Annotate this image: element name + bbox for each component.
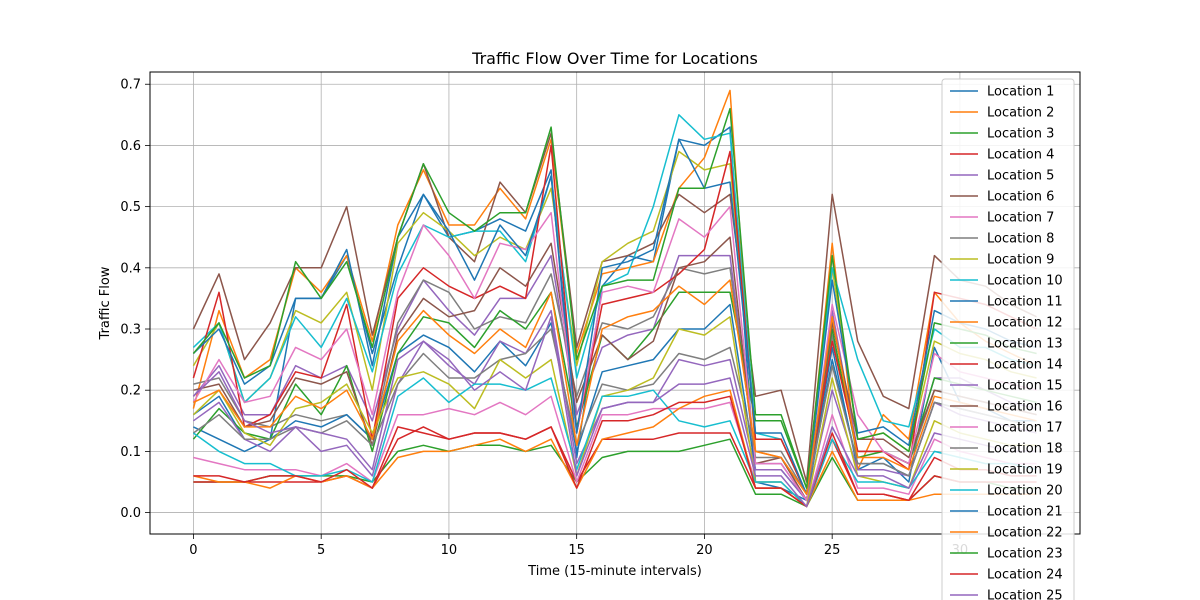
series-line-location-6 — [192, 132, 1037, 483]
legend-entry-label: Location 17 — [987, 421, 1063, 436]
y-axis: 0.0 0.1 0.2 0.3 0.4 0.5 0.6 0.7 — [120, 78, 150, 521]
legend-entry-label: Location 14 — [987, 358, 1063, 373]
series-line-location-12 — [193, 389, 1037, 508]
legend-entry-label: Location 20 — [987, 484, 1063, 499]
series-line-location-23 — [192, 107, 1037, 489]
legend-entry-label: Location 3 — [987, 127, 1054, 142]
grid — [150, 72, 1080, 534]
legend-entry-label: Location 24 — [987, 568, 1063, 583]
y-axis-label: Traffic Flow — [98, 266, 113, 340]
y-tick-label: 0.2 — [120, 384, 141, 399]
series-line-location-18 — [192, 328, 1037, 495]
legend-entry-label: Location 2 — [987, 106, 1054, 121]
series-line-location-25 — [192, 316, 1037, 508]
series-line-location-17 — [192, 205, 1037, 502]
legend-entry-label: Location 22 — [987, 526, 1063, 541]
y-tick-label: 0.5 — [120, 200, 141, 215]
legend-box — [941, 78, 1075, 600]
series-line-location-24 — [193, 395, 1037, 508]
y-tick-label: 0.0 — [120, 506, 141, 521]
plot-frame — [149, 71, 1081, 535]
legend-entry-label: Location 23 — [987, 547, 1063, 562]
legend-entry-label: Location 1 — [987, 85, 1054, 100]
legend-entry-label: Location 16 — [987, 400, 1063, 415]
legend-entry-label: Location 19 — [987, 463, 1063, 478]
series-line-location-14 — [192, 144, 1037, 495]
legend-entry-label: Location 18 — [987, 442, 1063, 457]
series-line-location-7 — [193, 395, 1037, 508]
legend-entry-label: Location 21 — [987, 505, 1063, 520]
legend-entry-label: Location 15 — [987, 379, 1063, 394]
legend-entry-label: Location 5 — [987, 169, 1054, 184]
legend-entry-label: Location 10 — [987, 274, 1063, 289]
chart-title: Traffic Flow Over Time for Locations — [471, 49, 758, 68]
legend-entry-label: Location 25 — [987, 589, 1063, 600]
series-line-location-20 — [192, 377, 1037, 508]
x-tick-label: 0 — [189, 543, 197, 558]
legend-entry-label: Location 8 — [987, 232, 1054, 247]
legend-entry-label: Location 11 — [987, 295, 1063, 310]
legend-entry-label: Location 9 — [987, 253, 1054, 268]
series-line-location-22 — [193, 279, 1037, 495]
series-line-location-10 — [192, 114, 1037, 495]
x-tick-label: 25 — [824, 543, 841, 558]
legend-entry-label: Location 13 — [987, 337, 1063, 352]
y-tick-label: 0.3 — [120, 323, 141, 338]
x-axis-label: Time (15-minute intervals) — [527, 564, 702, 579]
x-tick-label: 20 — [696, 543, 713, 558]
series-line-location-21 — [192, 138, 1037, 495]
series-line-location-16 — [193, 236, 1037, 502]
x-tick-label: 5 — [317, 543, 325, 558]
y-tick-label: 0.6 — [120, 139, 141, 154]
y-tick-label: 0.1 — [120, 445, 141, 460]
legend-entry-label: Location 12 — [987, 316, 1063, 331]
legend-entry-label: Location 4 — [987, 148, 1054, 163]
legend: Location 1 Location 2 Location 3 Location 4… — [941, 78, 1075, 600]
legend-entry-label: Location 6 — [987, 190, 1054, 205]
y-tick-label: 0.7 — [120, 78, 141, 93]
series-lines — [192, 89, 1037, 508]
legend-entry-label: Location 7 — [987, 211, 1054, 226]
x-tick-label: 15 — [568, 543, 585, 558]
x-tick-label: 10 — [441, 543, 458, 558]
y-tick-label: 0.4 — [120, 261, 141, 276]
